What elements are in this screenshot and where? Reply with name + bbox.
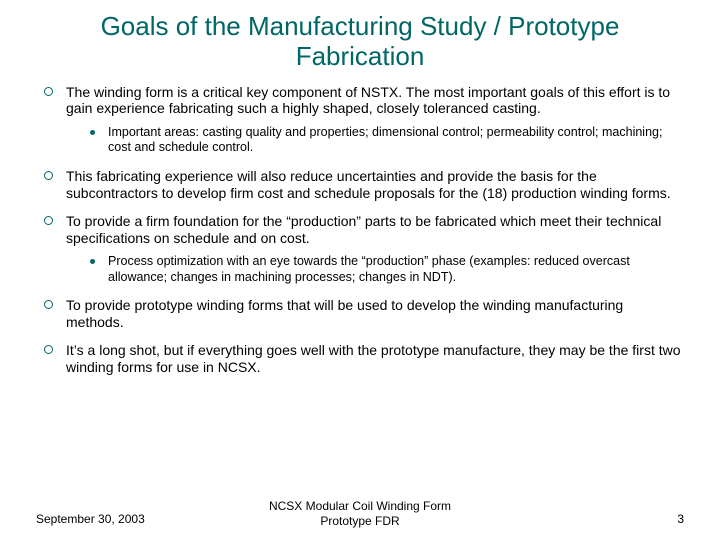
slide: Goals of the Manufacturing Study / Proto… — [0, 0, 720, 540]
bullet-item: To provide a firm foundation for the “pr… — [40, 213, 684, 285]
slide-title: Goals of the Manufacturing Study / Proto… — [36, 12, 684, 72]
bullet-item: This fabricating experience will also re… — [40, 168, 684, 201]
footer-center-line2: Prototype FDR — [320, 514, 399, 528]
sub-text: Important areas: casting quality and pro… — [108, 125, 662, 155]
footer-center: NCSX Modular Coil Winding Form Prototype… — [0, 499, 720, 528]
bullet-item: The winding form is a critical key compo… — [40, 84, 684, 156]
footer-center-line1: NCSX Modular Coil Winding Form — [269, 499, 451, 513]
bullet-text: The winding form is a critical key compo… — [66, 84, 670, 117]
bullet-item: It’s a long shot, but if everything goes… — [40, 342, 684, 375]
sub-item: Important areas: casting quality and pro… — [88, 125, 684, 156]
bullet-text: To provide prototype winding forms that … — [66, 297, 623, 330]
bullet-list: The winding form is a critical key compo… — [40, 84, 684, 376]
sub-text: Process optimization with an eye towards… — [108, 254, 630, 284]
sub-list: Important areas: casting quality and pro… — [88, 125, 684, 156]
sub-item: Process optimization with an eye towards… — [88, 254, 684, 285]
bullet-text: It’s a long shot, but if everything goes… — [66, 342, 681, 375]
bullet-item: To provide prototype winding forms that … — [40, 297, 684, 330]
sub-list: Process optimization with an eye towards… — [88, 254, 684, 285]
bullet-text: To provide a firm foundation for the “pr… — [66, 213, 661, 246]
footer-page-number: 3 — [677, 512, 684, 526]
bullet-text: This fabricating experience will also re… — [66, 168, 671, 201]
